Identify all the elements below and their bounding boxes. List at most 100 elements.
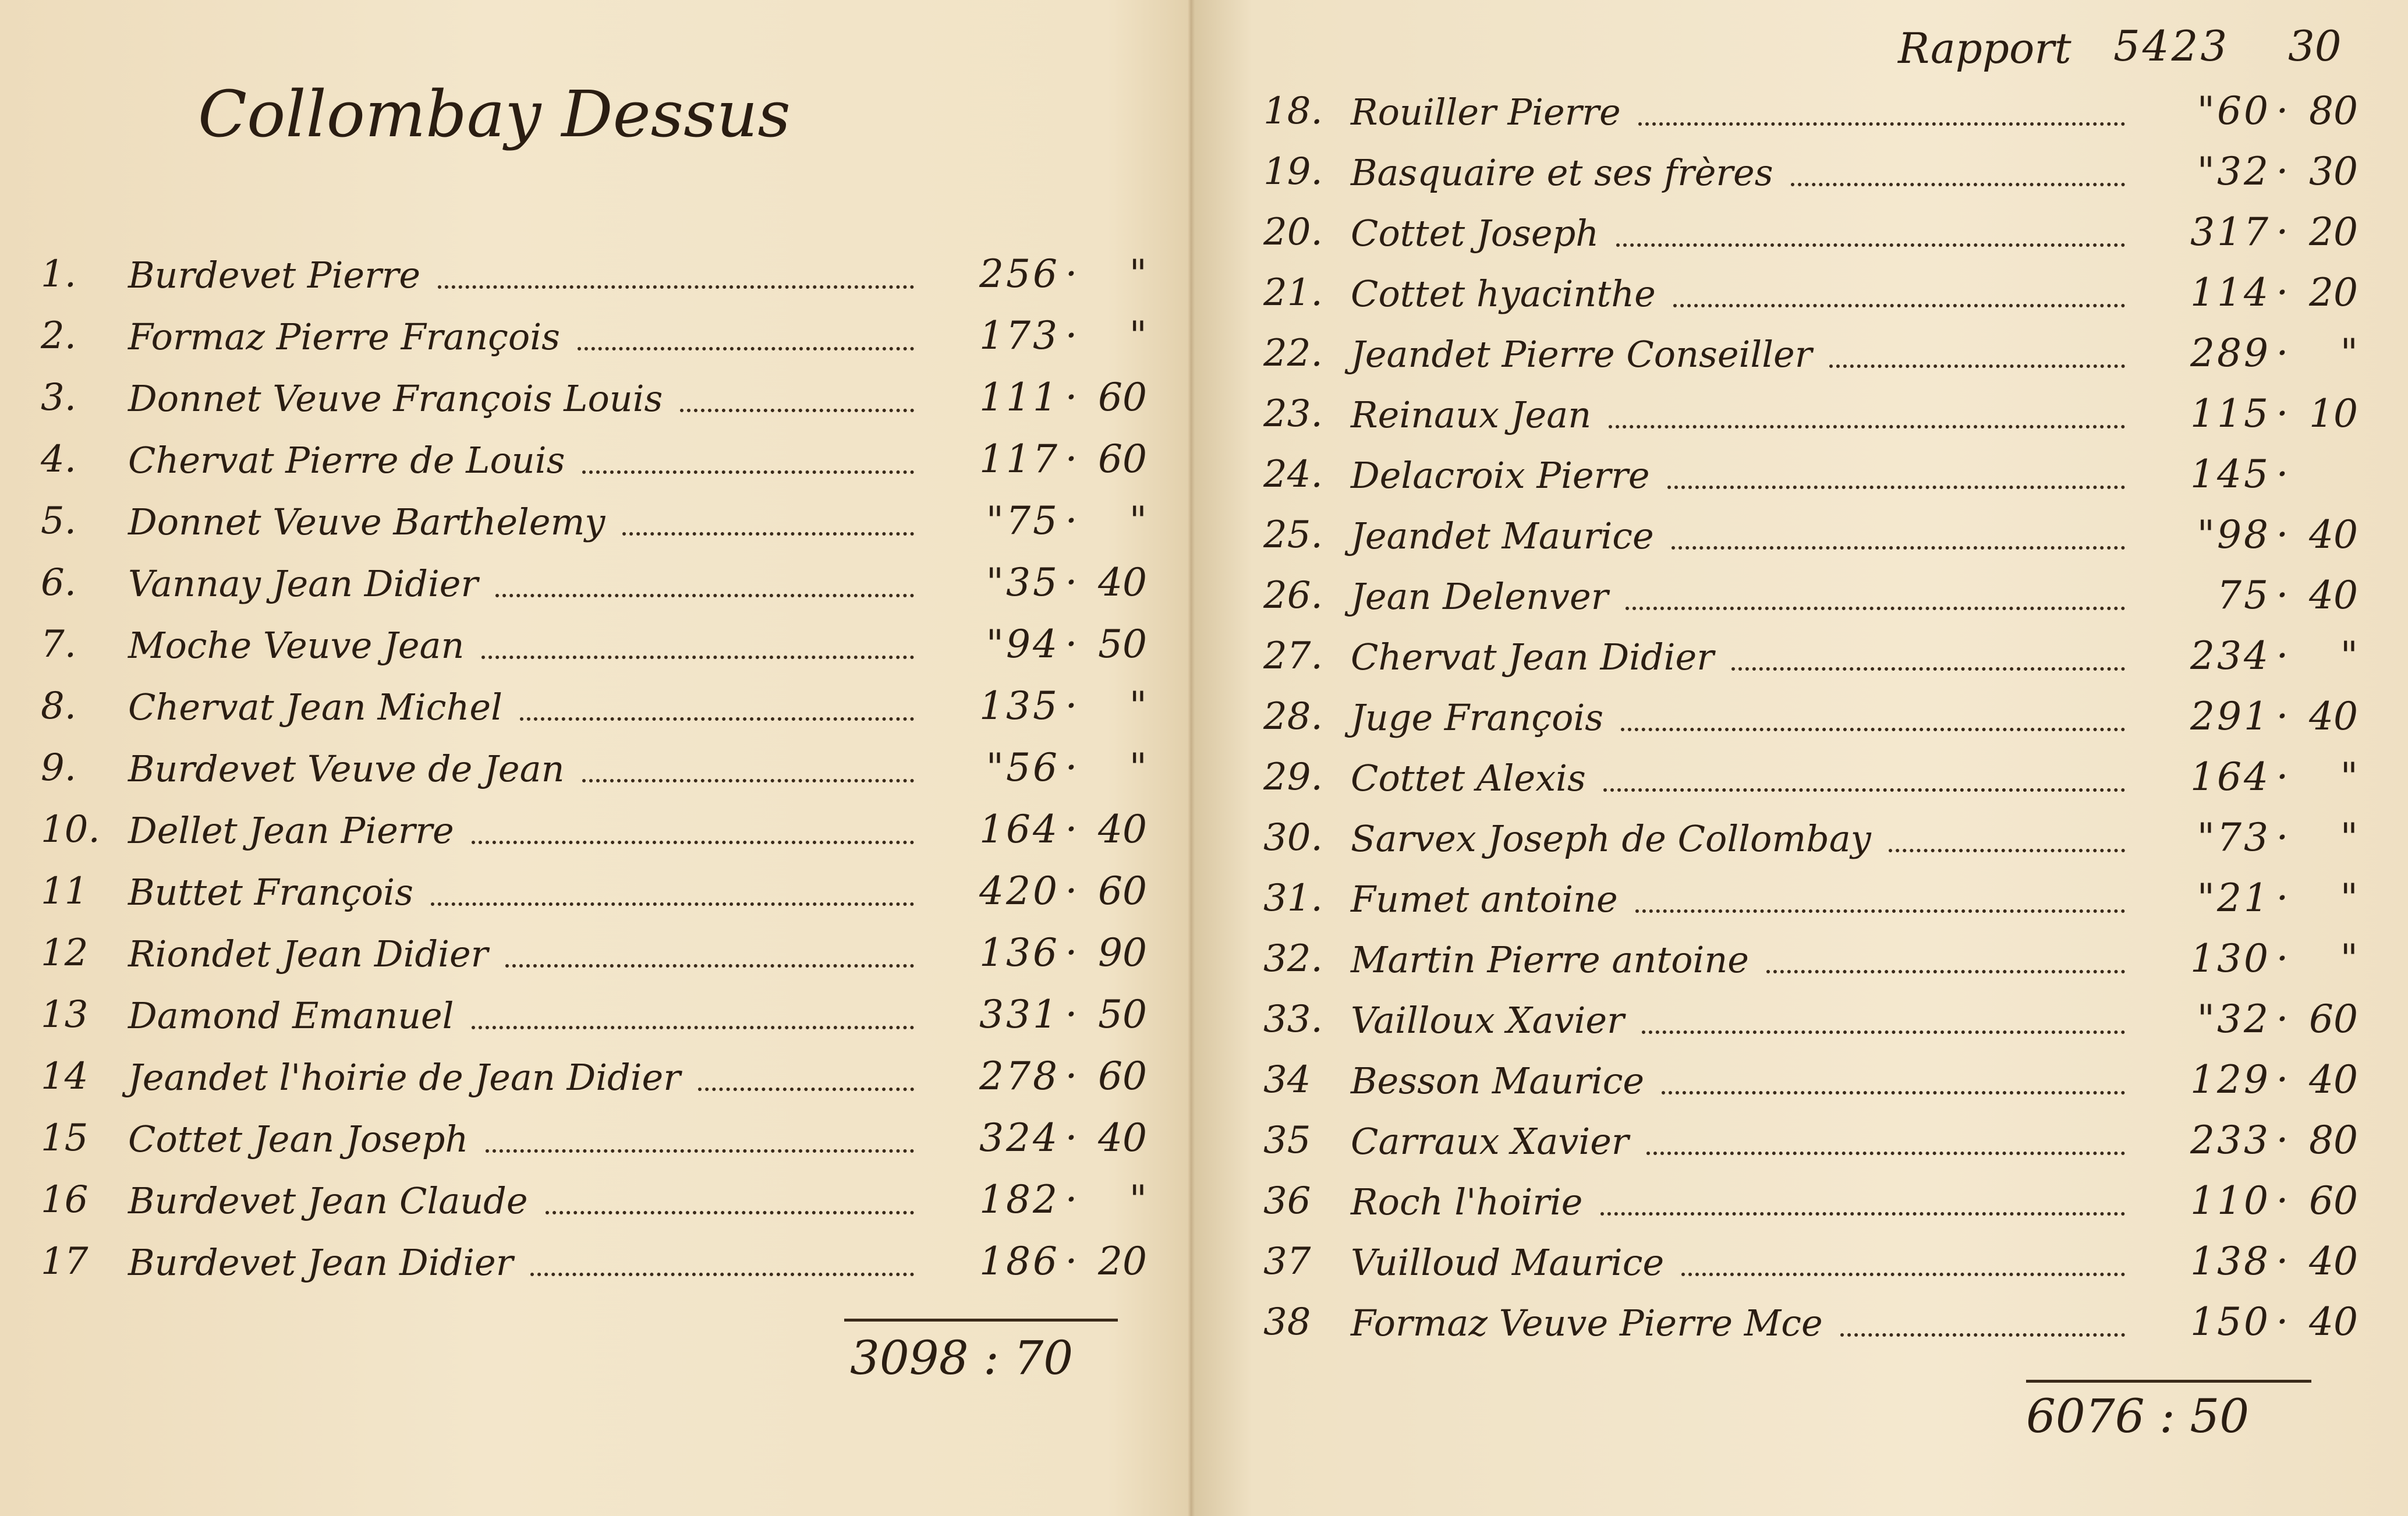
entry-amount: 420 — [979, 868, 1060, 913]
entry-row: 4. Chervat Pierre de Louis 117 · 60 — [41, 435, 1147, 482]
entry-number: 1. — [41, 253, 77, 296]
entry-amount: "32 — [2197, 148, 2271, 194]
amount-separator-dot: · — [2276, 451, 2289, 497]
dot-leader — [1616, 243, 2125, 247]
entry-amount: 136 — [979, 930, 1060, 975]
entry-row: 2. Formaz Pierre François 173 · " — [41, 312, 1147, 359]
amount-separator-dot: · — [2276, 875, 2289, 920]
entry-row: 27. Chervat Jean Didier 234 · " — [1263, 632, 2358, 679]
right-page-total: 6076 : 50 — [2026, 1389, 2250, 1443]
entry-cents: 40 — [2309, 512, 2358, 557]
entry-number: 27. — [1263, 635, 1323, 678]
entry-number: 11 — [41, 870, 88, 913]
entry-number: 28. — [1263, 695, 1323, 739]
amount-separator-dot: · — [2276, 148, 2289, 194]
entry-name: Jeandet Pierre Conseiller — [1351, 332, 1812, 376]
left-page-total: 3098 : 70 — [850, 1331, 1074, 1385]
entry-row: 33. Vailloux Xavier "32 · 60 — [1263, 996, 2358, 1042]
entry-row: 6. Vannay Jean Didier "35 · 40 — [41, 559, 1147, 605]
rapport-label: Rapport — [1898, 24, 2071, 73]
amount-separator-dot: · — [1065, 1238, 1078, 1284]
entry-name: Besson Maurice — [1351, 1059, 1645, 1102]
entry-amount: 129 — [2190, 1057, 2271, 1102]
entry-amount: 324 — [979, 1115, 1060, 1160]
amount-separator-dot: · — [1065, 498, 1078, 543]
entry-number: 22. — [1263, 332, 1323, 376]
entry-name: Chervat Pierre de Louis — [128, 438, 565, 481]
amount-separator-dot: · — [2276, 633, 2289, 678]
document-title: Collombay Dessus — [198, 77, 791, 151]
entry-amount: 289 — [2190, 330, 2271, 376]
entry-row: 22. Jeandet Pierre Conseiller 289 · " — [1263, 330, 2358, 376]
entry-number: 3. — [41, 376, 77, 420]
dot-leader — [1662, 1091, 2125, 1095]
entry-name: Burdevet Jean Didier — [128, 1241, 514, 1284]
amount-separator-dot: · — [1065, 313, 1078, 358]
amount-separator-dot: · — [2276, 996, 2289, 1042]
amount-separator-dot: · — [2276, 270, 2289, 315]
entry-row: 9. Burdevet Veuve de Jean "56 · " — [41, 744, 1147, 791]
entry-row: 23. Reinaux Jean 115 · 10 — [1263, 390, 2358, 437]
entry-number: 5. — [41, 500, 77, 543]
entry-row: 19. Basquaire et ses frères "32 · 30 — [1263, 148, 2358, 194]
entry-amount: "94 — [986, 621, 1060, 667]
dot-leader — [1621, 728, 2125, 731]
entry-number: 14 — [41, 1055, 88, 1099]
entry-name: Basquaire et ses frères — [1351, 151, 1773, 194]
entry-number: 4. — [41, 438, 77, 481]
entry-number: 7. — [41, 623, 77, 667]
entry-name: Buttet François — [128, 870, 413, 913]
entry-cents: 50 — [1098, 621, 1147, 667]
dot-leader — [519, 717, 914, 721]
entry-cents: 60 — [2309, 996, 2358, 1042]
entry-amount: 234 — [2190, 633, 2271, 678]
amount-separator-dot: · — [1065, 683, 1078, 728]
entry-number: 38 — [1263, 1301, 1311, 1344]
dot-leader — [430, 902, 914, 906]
dot-leader — [1626, 607, 2125, 610]
dot-leader — [471, 1026, 914, 1029]
entry-number: 12 — [41, 931, 88, 975]
entry-number: 20. — [1263, 211, 1323, 254]
entry-name: Chervat Jean Michel — [128, 685, 502, 728]
dot-leader — [697, 1088, 914, 1091]
entry-cents: 50 — [1098, 991, 1147, 1037]
amount-separator-dot: · — [2276, 936, 2289, 981]
entry-cents: 40 — [2309, 693, 2358, 739]
entry-cents: 40 — [1098, 806, 1147, 852]
entry-row: 10. Dellet Jean Pierre 164 · 40 — [41, 806, 1147, 852]
entry-name: Damond Emanuel — [128, 994, 454, 1037]
entry-cents: 20 — [1098, 1238, 1147, 1284]
amount-separator-dot: · — [1065, 1053, 1078, 1099]
entry-amount: 317 — [2190, 209, 2271, 254]
dot-leader — [1667, 486, 2125, 489]
entry-name: Rouiller Pierre — [1351, 90, 1621, 133]
amount-separator-dot: · — [2276, 754, 2289, 799]
entry-cents: 40 — [1098, 559, 1147, 605]
amount-separator-dot: · — [1065, 559, 1078, 605]
entry-cents: 60 — [2309, 1178, 2358, 1223]
amount-separator-dot: · — [2276, 88, 2289, 133]
amount-separator-dot: · — [2276, 814, 2289, 860]
entry-amount: 111 — [979, 374, 1060, 420]
entry-name: Vannay Jean Didier — [128, 562, 479, 605]
entry-name: Cottet Alexis — [1351, 756, 1586, 799]
entry-name: Burdevet Pierre — [128, 253, 421, 296]
dot-leader — [481, 656, 914, 659]
entry-cents: 40 — [2309, 1057, 2358, 1102]
entry-name: Roch l'hoirie — [1351, 1180, 1583, 1223]
amount-separator-dot: · — [1065, 991, 1078, 1037]
entry-row: 30. Sarvex Joseph de Collombay "73 · " — [1263, 814, 2358, 860]
entry-row: 5. Donnet Veuve Barthelemy "75 · " — [41, 497, 1147, 544]
amount-separator-dot: · — [2276, 1238, 2289, 1284]
amount-separator-dot: · — [2276, 1117, 2289, 1163]
entry-row: 38 Formaz Veuve Pierre Mce 150 · 40 — [1263, 1298, 2358, 1345]
entry-number: 37 — [1263, 1240, 1311, 1284]
dot-leader — [1681, 1273, 2125, 1276]
amount-separator-dot: · — [1065, 1177, 1078, 1222]
entry-number: 36 — [1263, 1179, 1311, 1223]
dot-leader — [1829, 364, 2125, 368]
dot-leader — [1766, 970, 2125, 973]
dot-leader — [438, 285, 914, 289]
dot-leader — [1600, 1212, 2125, 1216]
